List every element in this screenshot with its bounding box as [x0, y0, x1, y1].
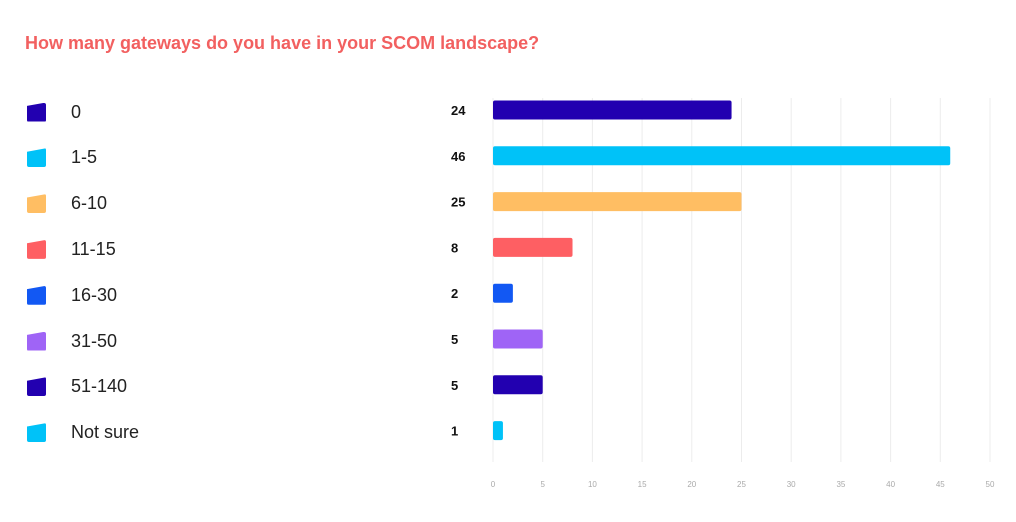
- value-label: 2: [451, 286, 458, 301]
- bar-51-140: [493, 375, 543, 395]
- chart-title: How many gateways do you have in your SC…: [25, 33, 540, 53]
- bar-16-30: [493, 283, 513, 303]
- legend-item: 31-50: [27, 329, 117, 353]
- legend-label: Not sure: [71, 422, 140, 443]
- bar-6-10: [493, 192, 742, 212]
- legend-swatch: [27, 285, 46, 305]
- x-tick-label: 50: [986, 480, 995, 489]
- legend-label: 11-15: [71, 238, 116, 259]
- legend-item: 16-30: [27, 283, 117, 307]
- value-label: 24: [451, 103, 466, 118]
- legend-label: 31-50: [71, 330, 118, 351]
- x-tick-label: 30: [787, 480, 796, 489]
- value-label: 8: [451, 240, 458, 255]
- x-tick-label: 45: [936, 480, 945, 489]
- legend-swatch: [27, 377, 46, 397]
- legend-item: 1-5: [27, 146, 97, 170]
- legend-swatch: [27, 102, 46, 122]
- value-label: 1: [451, 424, 458, 439]
- value-label: 25: [451, 195, 465, 210]
- legend-swatch: [27, 239, 46, 259]
- value-label: 5: [451, 332, 458, 347]
- legend-swatch: [27, 423, 46, 443]
- legend-label: 16-30: [71, 284, 118, 305]
- legend-swatch: [27, 331, 46, 351]
- legend-item: 0: [27, 100, 81, 124]
- legend-label: 0: [71, 101, 82, 122]
- x-tick-label: 40: [886, 480, 895, 489]
- bar-1-5: [493, 146, 951, 166]
- legend-item: 51-140: [27, 375, 127, 399]
- legend-label: 6-10: [71, 193, 108, 214]
- legend-label: 51-140: [71, 376, 128, 397]
- x-tick-label: 20: [687, 480, 696, 489]
- legend-item: 11-15: [27, 237, 116, 261]
- value-label: 46: [451, 149, 465, 164]
- value-label: 5: [451, 378, 458, 393]
- x-tick-label: 35: [836, 480, 845, 489]
- bar-not-sure: [493, 421, 503, 441]
- x-tick-label: 5: [540, 480, 545, 489]
- x-tick-label: 25: [737, 480, 746, 489]
- legend-swatch: [27, 194, 46, 214]
- legend-label: 1-5: [71, 147, 98, 168]
- legend-swatch: [27, 148, 46, 168]
- x-tick-label: 10: [588, 480, 597, 489]
- legend-item: 6-10: [27, 192, 107, 216]
- bar-11-15: [493, 237, 573, 257]
- bar-0: [493, 100, 732, 120]
- x-tick-label: 15: [638, 480, 647, 489]
- x-tick-label: 0: [491, 480, 496, 489]
- bar-31-50: [493, 329, 543, 349]
- legend-item: Not sure: [27, 421, 139, 445]
